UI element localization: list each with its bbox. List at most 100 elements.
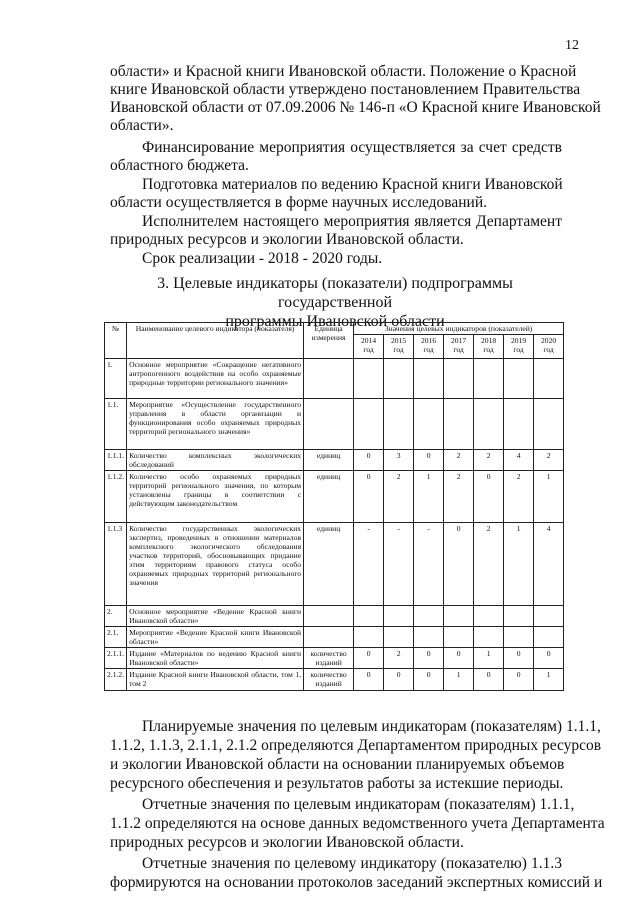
table-row: 1.1.2. Количество особо охраняемых природ… xyxy=(103,470,565,523)
row-num: 2.1.1. xyxy=(103,647,128,669)
row-name: Издание Красной книги Ивановской области… xyxy=(126,668,305,691)
table-row: 2.1.2. Издание Красной книги Ивановской о… xyxy=(103,668,565,691)
row-value xyxy=(533,626,565,648)
row-num: 1.1.3 xyxy=(103,522,128,606)
indicators-table: № Наименование целевого индикатора (пока… xyxy=(103,322,565,691)
text-line: и экологии Ивановской области на основан… xyxy=(110,756,565,773)
row-value xyxy=(383,605,415,627)
row-value: 4 xyxy=(533,522,565,606)
table-row: 1.1. Мероприятие «Осуществление государст… xyxy=(103,398,565,450)
row-value: 1 xyxy=(443,668,475,691)
row-unit: единиц xyxy=(303,449,355,471)
row-value: 0 xyxy=(413,668,445,691)
text-line: природных ресурсов и экологии Ивановской… xyxy=(110,231,464,248)
table-row: 1.1.3 Количество государственных экологич… xyxy=(103,522,565,606)
row-value: 2 xyxy=(383,470,415,523)
row-value: 1 xyxy=(473,647,505,669)
text-line: Подготовка материалов по ведению Красной… xyxy=(142,176,563,193)
text-line: Ивановской области от 07.09.2006 № 146-п… xyxy=(110,99,601,116)
row-num: 1. xyxy=(103,358,128,399)
header-year: 2016 год xyxy=(413,334,445,359)
paragraph: Исполнителем настоящего мероприятия явля… xyxy=(110,213,562,249)
text-line: 1.1.2 определяются на основе данных ведо… xyxy=(110,815,605,832)
table-row: 1.1.1. Количество комплексных экологическ… xyxy=(103,449,565,471)
row-value xyxy=(473,626,505,648)
table-row: 2.1. Мероприятие «Ведение Красной книги И… xyxy=(103,626,565,648)
paragraph: Отчетные значения по целевым индикаторам… xyxy=(110,795,605,852)
row-value xyxy=(473,358,505,399)
row-value: 0 xyxy=(473,668,505,691)
row-value: - xyxy=(383,522,415,606)
row-value xyxy=(413,398,445,450)
row-value: 0 xyxy=(503,668,535,691)
row-value: 0 xyxy=(413,449,445,471)
row-unit xyxy=(303,605,355,627)
text-line: Финансирование мероприятия осуществляетс… xyxy=(142,139,562,156)
row-unit xyxy=(303,626,355,648)
header-values: Значения целевых индикаторов (показателе… xyxy=(353,322,565,335)
row-num: 1.1.2. xyxy=(103,470,128,523)
row-value: - xyxy=(353,522,385,606)
header-year: 2014 год xyxy=(353,334,385,359)
text-line: ресурсного обеспечения и результатов раб… xyxy=(110,775,564,792)
row-value xyxy=(443,358,475,399)
header-num: № xyxy=(103,322,128,359)
row-name: Количество особо охраняемых природных те… xyxy=(126,470,305,523)
row-value: 2 xyxy=(533,449,565,471)
text-line: областного бюджета. xyxy=(110,157,249,174)
closing-text: Планируемые значения по целевым индикато… xyxy=(0,717,640,892)
row-unit xyxy=(303,398,355,450)
row-value: 0 xyxy=(413,647,445,669)
text-line: 1.1.2, 1.1.3, 2.1.1, 2.1.2 определяются … xyxy=(110,737,602,754)
row-value xyxy=(443,605,475,627)
row-name: Количество государственных экологических… xyxy=(126,522,305,606)
text-line: Отчетные значения по целевым индикаторам… xyxy=(142,796,575,813)
row-value: 0 xyxy=(353,647,385,669)
row-value: 0 xyxy=(473,470,505,523)
row-value: 0 xyxy=(353,449,385,471)
row-value: 1 xyxy=(503,522,535,606)
row-value xyxy=(473,605,505,627)
row-value: 0 xyxy=(353,668,385,691)
row-value: 0 xyxy=(533,647,565,669)
row-value xyxy=(353,398,385,450)
row-value: 1 xyxy=(533,668,565,691)
row-value xyxy=(383,358,415,399)
row-value xyxy=(353,605,385,627)
header-year: 2015 год xyxy=(383,334,415,359)
row-value xyxy=(533,358,565,399)
row-value xyxy=(353,358,385,399)
paragraph: Подготовка материалов по ведению Красной… xyxy=(110,176,563,212)
row-num: 1.1.1. xyxy=(103,449,128,471)
header-unit: Единица измерения xyxy=(303,322,355,359)
paragraph: Срок реализации - 2018 - 2020 годы. xyxy=(110,250,562,268)
paragraph: Отчетные значения по целевому индикатору… xyxy=(110,854,602,892)
row-value: 0 xyxy=(443,647,475,669)
row-value: 4 xyxy=(503,449,535,471)
row-value xyxy=(413,358,445,399)
row-value xyxy=(413,605,445,627)
row-name: Мероприятие «Ведение Красной книги Ивано… xyxy=(126,626,305,648)
row-value xyxy=(383,626,415,648)
row-unit: единиц xyxy=(303,522,355,606)
row-value: 2 xyxy=(473,449,505,471)
paragraph: области» и Красной книги Ивановской обла… xyxy=(110,63,601,135)
row-value: 0 xyxy=(443,522,475,606)
row-value: - xyxy=(413,522,445,606)
row-value xyxy=(533,398,565,450)
table-row: 2.1.1. Издание «Материалов по ведению Кра… xyxy=(103,647,565,669)
row-value: 2 xyxy=(503,470,535,523)
header-year: 2018 год xyxy=(473,334,505,359)
row-num: 1.1. xyxy=(103,398,128,450)
row-unit: количество изданий xyxy=(303,647,355,669)
heading-line: 3. Целевые индикаторы (показатели) подпр… xyxy=(157,275,513,311)
page-number: 12 xyxy=(565,38,579,53)
header-year: 2017 год xyxy=(443,334,475,359)
row-unit: количество изданий xyxy=(303,668,355,691)
row-value: 0 xyxy=(503,647,535,669)
text-line: Отчетные значения по целевому индикатору… xyxy=(142,855,562,872)
text-line: книге Ивановской области утверждено пост… xyxy=(110,81,581,98)
paragraph: Планируемые значения по целевым индикато… xyxy=(110,717,602,793)
table-and-closing: № Наименование целевого индикатора (пока… xyxy=(0,322,640,894)
